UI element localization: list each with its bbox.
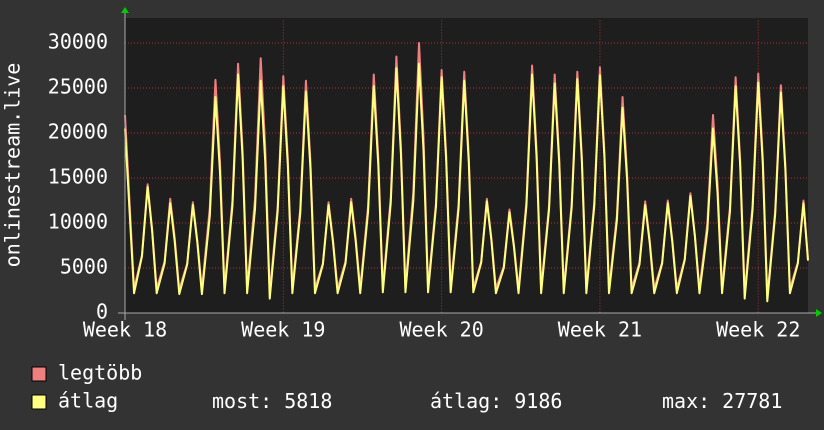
y-axis-title: onlinestream.live (1, 63, 25, 268)
legend-swatch (31, 394, 47, 410)
stat-label: max: (662, 389, 710, 413)
x-tick-label: Week 19 (241, 318, 325, 342)
stat-value: 5818 (284, 389, 332, 413)
series-line (124, 62, 809, 303)
legend-label: legtöbb (58, 361, 142, 385)
y-tick-label: 25000 (48, 75, 108, 99)
y-tick-label: 30000 (48, 30, 108, 54)
stat-value: 9186 (514, 389, 562, 413)
stat: átlag: 9186 (430, 389, 562, 413)
y-arrow (121, 7, 129, 13)
stat-label: most: (212, 389, 272, 413)
stat-value: 27781 (722, 389, 782, 413)
legend-swatch (31, 366, 47, 382)
x-tick-label: Week 18 (83, 318, 167, 342)
y-tick-label: 20000 (48, 120, 108, 144)
y-tick-label: 10000 (48, 210, 108, 234)
y-tick-label: 15000 (48, 165, 108, 189)
x-arrow (816, 309, 822, 317)
stat-label: átlag: (430, 389, 502, 413)
legend-label: átlag (58, 389, 118, 413)
stat: max: 27781 (662, 389, 782, 413)
y-tick-label: 0 (96, 300, 108, 324)
y-tick-label: 5000 (60, 255, 108, 279)
lines (124, 42, 809, 303)
x-tick-label: Week 22 (716, 318, 800, 342)
stat: most: 5818 (212, 389, 332, 413)
x-tick-label: Week 20 (399, 318, 483, 342)
x-tick-label: Week 21 (558, 318, 642, 342)
